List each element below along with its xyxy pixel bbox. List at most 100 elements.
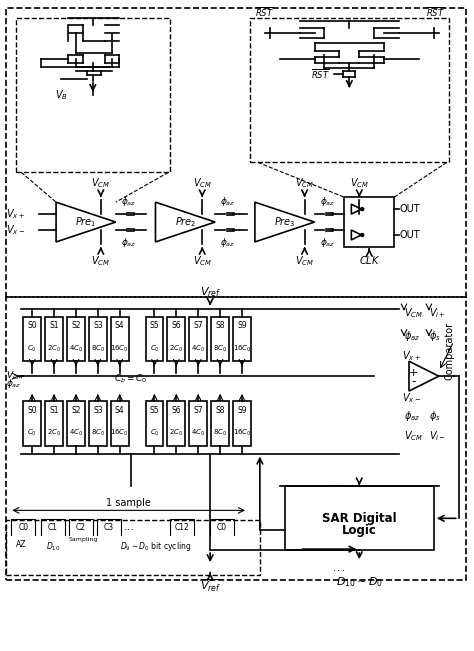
Text: $V_{i-}$: $V_{i-}$	[429, 429, 446, 443]
Text: $V_{CM}$: $V_{CM}$	[6, 370, 24, 382]
Text: $V_B$: $V_B$	[55, 88, 67, 102]
Text: $V_{CM}$: $V_{CM}$	[192, 254, 212, 268]
Text: S2: S2	[71, 406, 81, 415]
Text: $V_{i+}$: $V_{i+}$	[429, 307, 446, 320]
Text: S4: S4	[115, 406, 125, 415]
Text: $2C_0$: $2C_0$	[169, 428, 183, 438]
Text: $\phi_s$: $\phi_s$	[429, 409, 441, 423]
Text: $4C_0$: $4C_0$	[191, 344, 205, 354]
Text: $CLK$: $CLK$	[358, 254, 380, 266]
Text: $\phi_{az}$: $\phi_{az}$	[404, 409, 420, 423]
Text: $C_0$: $C_0$	[27, 344, 37, 354]
Text: $\phi_{az}$: $\phi_{az}$	[320, 195, 335, 208]
Text: 1 sample: 1 sample	[106, 499, 151, 508]
Text: -: -	[412, 374, 416, 387]
Text: Logic: Logic	[342, 524, 377, 536]
Text: $\phi_{az}$: $\phi_{az}$	[220, 195, 236, 208]
Text: S1: S1	[49, 406, 59, 415]
Text: $Pre_3$: $Pre_3$	[274, 215, 296, 229]
Text: C2: C2	[76, 523, 86, 532]
Text: S7: S7	[193, 406, 203, 415]
Text: $\phi_{az}$: $\phi_{az}$	[121, 195, 136, 208]
Text: $Pre_1$: $Pre_1$	[75, 215, 97, 229]
Text: S5: S5	[150, 321, 159, 330]
Text: S7: S7	[193, 321, 203, 330]
Text: $V_{CM}$: $V_{CM}$	[404, 429, 423, 443]
Text: $\phi_s$: $\phi_s$	[429, 329, 441, 343]
Text: $\overline{RST}$: $\overline{RST}$	[427, 5, 445, 20]
Text: S6: S6	[172, 321, 181, 330]
Text: $V_{ref}$: $V_{ref}$	[200, 284, 221, 299]
Text: S0: S0	[27, 321, 37, 330]
Text: $C_0$: $C_0$	[150, 428, 159, 438]
Text: $2C_0$: $2C_0$	[169, 344, 183, 354]
Text: $8C_0$: $8C_0$	[91, 344, 105, 354]
Text: $4C_0$: $4C_0$	[191, 428, 205, 438]
Text: $C_0$: $C_0$	[27, 428, 37, 438]
Text: $8C_0$: $8C_0$	[91, 428, 105, 438]
Text: $4C_0$: $4C_0$	[69, 344, 83, 354]
Text: S0: S0	[27, 406, 37, 415]
Text: $V_{x+}$: $V_{x+}$	[6, 207, 25, 221]
Text: $16C_0$: $16C_0$	[110, 428, 129, 438]
Text: S3: S3	[93, 321, 103, 330]
Text: $...$: $...$	[332, 563, 346, 573]
Text: S9: S9	[237, 321, 247, 330]
Text: $Pre_2$: $Pre_2$	[174, 215, 196, 229]
Text: $\overline{RST}$: $\overline{RST}$	[310, 67, 329, 81]
Text: S6: S6	[172, 406, 181, 415]
Text: $V_{CM}$: $V_{CM}$	[91, 176, 110, 190]
Text: S8: S8	[215, 406, 225, 415]
Text: $8C_0$: $8C_0$	[213, 344, 227, 354]
Text: $V_{CM}$: $V_{CM}$	[192, 176, 212, 190]
Text: $\overline{RST}$: $\overline{RST}$	[255, 5, 274, 20]
Text: S2: S2	[71, 321, 81, 330]
Text: ...: ...	[329, 478, 340, 488]
Text: $8C_0$: $8C_0$	[213, 428, 227, 438]
Text: Comparator: Comparator	[445, 322, 455, 380]
Text: C0: C0	[217, 523, 227, 532]
Text: C12: C12	[175, 523, 190, 532]
Text: $V_{CM}$: $V_{CM}$	[350, 176, 369, 190]
Text: $\phi_{az}$: $\phi_{az}$	[320, 236, 335, 249]
Text: S1: S1	[49, 321, 59, 330]
Text: $4C_0$: $4C_0$	[69, 428, 83, 438]
Circle shape	[361, 208, 364, 211]
Text: $D_{10} \sim D_0$: $D_{10} \sim D_0$	[336, 575, 383, 589]
Text: $\phi_{az}$: $\phi_{az}$	[404, 329, 420, 343]
Text: C3: C3	[104, 523, 114, 532]
Polygon shape	[345, 197, 394, 247]
Text: OUT: OUT	[399, 230, 419, 240]
Text: S4: S4	[115, 321, 125, 330]
Text: $V_{x-}$: $V_{x-}$	[6, 223, 26, 237]
Text: $\overline{V_{ref}}$: $\overline{V_{ref}}$	[200, 578, 221, 594]
Text: $\phi_{az}$: $\phi_{az}$	[220, 236, 236, 249]
Text: $V_{x-}$: $V_{x-}$	[402, 391, 421, 405]
Text: C1: C1	[48, 523, 58, 532]
Text: $16C_0$: $16C_0$	[233, 428, 251, 438]
Text: $V_{CM}$: $V_{CM}$	[404, 307, 423, 320]
Text: ...: ...	[124, 522, 135, 533]
Text: S3: S3	[93, 406, 103, 415]
Text: $C_0$: $C_0$	[150, 344, 159, 354]
Text: S8: S8	[215, 321, 225, 330]
Text: $V_{CM}$: $V_{CM}$	[295, 176, 314, 190]
Text: $V_{CM}$: $V_{CM}$	[91, 254, 110, 268]
Text: $16C_0$: $16C_0$	[233, 344, 251, 354]
Text: $D_9 \sim D_0$ bit cycling: $D_9 \sim D_0$ bit cycling	[120, 540, 191, 553]
Text: $16C_0$: $16C_0$	[110, 344, 129, 354]
Text: $V_{x+}$: $V_{x+}$	[402, 350, 421, 363]
Text: SAR Digital: SAR Digital	[322, 512, 397, 525]
Text: C0: C0	[18, 523, 28, 532]
Text: OUT: OUT	[399, 204, 419, 214]
Text: $D_{10}$: $D_{10}$	[46, 540, 60, 553]
Text: Sampling: Sampling	[68, 537, 98, 542]
Text: +: +	[409, 368, 419, 378]
Text: $\phi_{az}$: $\phi_{az}$	[6, 377, 22, 389]
Text: S9: S9	[237, 406, 247, 415]
Text: AZ: AZ	[16, 540, 27, 549]
Text: $C_b = C_0$: $C_b = C_0$	[114, 373, 147, 385]
Text: $2C_0$: $2C_0$	[47, 344, 61, 354]
Text: $2C_0$: $2C_0$	[47, 428, 61, 438]
Text: $V_{CM}$: $V_{CM}$	[295, 254, 314, 268]
